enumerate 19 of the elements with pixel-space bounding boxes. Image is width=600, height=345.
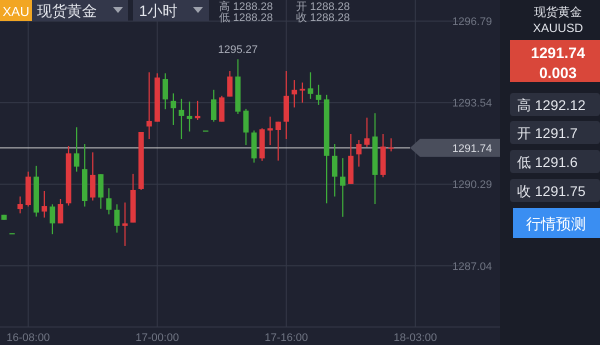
annotation: XAU bbox=[2, 4, 30, 19]
x-tick-label: 16-08:00 bbox=[6, 332, 50, 344]
annotation: 低 1288.28 bbox=[219, 12, 273, 24]
annotation: 开 1288.28 bbox=[296, 1, 350, 13]
annotation: 收 1288.28 bbox=[296, 12, 350, 24]
x-tick-label: 17-00:00 bbox=[136, 332, 179, 344]
annotation: 高 1288.28 bbox=[219, 0, 273, 13]
y-tick-label: 1293.54 bbox=[452, 98, 492, 110]
y-tick-label: 1287.04 bbox=[452, 260, 492, 273]
annotation: 1小时 bbox=[139, 3, 178, 20]
x-tick-label: 17-16:00 bbox=[264, 332, 308, 344]
ref-line-label: 1291.74 bbox=[452, 142, 492, 155]
y-tick-label: 1290.29 bbox=[452, 179, 492, 192]
x-tick-label: 18-03:00 bbox=[394, 332, 438, 344]
sidebar: 现货黄金 XAUUSD 1291.74 0.003 高 1292.12 开 1291.7 低 1291.6 收 1291.75 行情预测 bbox=[500, 0, 600, 345]
ref-line: 1291.74 bbox=[0, 142, 492, 155]
annotation: 现货黄金 bbox=[37, 3, 97, 20]
annotation: 1295.27 bbox=[218, 44, 258, 56]
y-tick-label: 1296.79 bbox=[452, 16, 492, 28]
